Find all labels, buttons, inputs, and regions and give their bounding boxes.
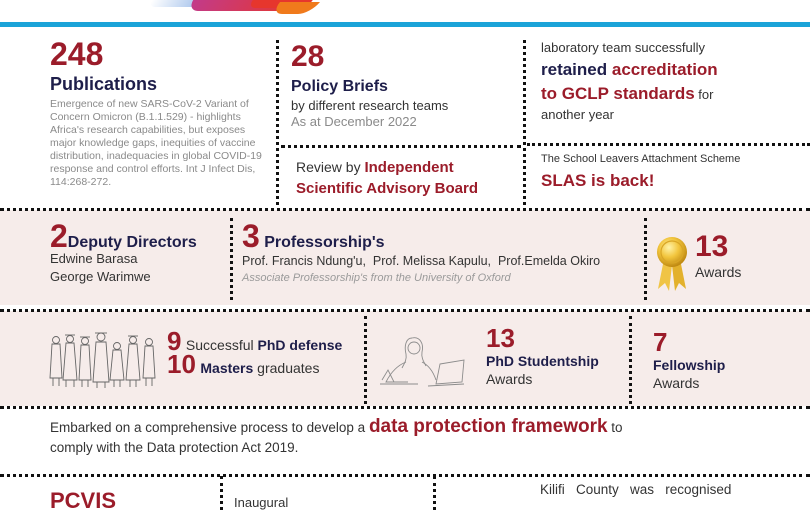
policy-briefs-count: 28	[291, 40, 325, 73]
accreditation-headline: retained accreditation to GCLP standards…	[541, 58, 801, 107]
divider-h-policy	[281, 145, 521, 148]
accreditation-line-end: another year	[541, 107, 614, 122]
graduates-block: 9 Successful PhD defense 10 Masters grad…	[167, 328, 367, 378]
slas-headline: SLAS is back!	[541, 171, 655, 190]
awards-count: 13	[695, 230, 729, 263]
divider-v4	[644, 218, 647, 300]
fellowship-label: Awards	[653, 375, 700, 391]
divider-v6	[629, 316, 632, 404]
divider-v1	[276, 40, 279, 205]
data-protection-line2: comply with the Data protection Act 2019…	[50, 440, 299, 455]
publications-description: Emergence of new SARS-CoV-2 Variant of C…	[50, 98, 262, 188]
divider-v5	[364, 316, 367, 404]
accreditation-gclp: to GCLP standards	[541, 84, 695, 103]
brush-stroke-orange	[269, 2, 321, 14]
review-block: Review by Independent Scientific Advisor…	[296, 157, 521, 199]
professorships-note: Associate Professorship's from the Unive…	[242, 272, 511, 284]
phd-studentship-label: Awards	[486, 371, 533, 387]
fellowship-title: Fellowship	[653, 357, 726, 373]
review-prefix: Review by	[296, 159, 365, 175]
slas-block: The School Leavers Attachment Scheme SLA…	[541, 153, 801, 191]
header-rule	[0, 22, 810, 27]
fellowship-block: 7 Fellowship Awards	[653, 329, 793, 391]
pcvis-title: PCVIS	[50, 488, 117, 510]
deputy-director-name-1: Edwine Barasa	[50, 251, 138, 266]
divider-h-row2	[0, 208, 810, 211]
data-protection-suffix: to	[607, 420, 623, 435]
divider-h-slas	[527, 143, 810, 146]
awards-block: 13 Awards	[695, 230, 742, 281]
publications-count: 248	[50, 36, 104, 72]
phd-defense-count: 9	[167, 326, 182, 356]
masters-suffix: graduates	[253, 360, 320, 376]
publications-title: Publications	[50, 74, 158, 94]
review-highlight: Independent Scientific Advisory Board	[296, 159, 478, 197]
divider-h-row3	[0, 309, 810, 312]
professorships-title: Professorship's	[264, 234, 385, 251]
band-education	[0, 311, 810, 406]
deputy-directors-block: 2Deputy Directors Edwine Barasa George W…	[50, 220, 230, 284]
professorships-heading: 3 Professorship's	[242, 220, 637, 252]
masters-count: 10	[167, 349, 196, 379]
divider-v2	[523, 40, 526, 205]
phd-defense-prefix: Successful	[185, 337, 258, 353]
divider-v8	[433, 476, 436, 510]
accreditation-block: laboratory team successfully retained ac…	[541, 40, 801, 122]
policy-briefs-date: As at December 2022	[291, 114, 417, 129]
awards-ribbon-icon	[654, 235, 690, 293]
masters-line: 10 Masters graduates	[167, 351, 367, 378]
phd-studentship-count: 13	[486, 323, 515, 353]
professorships-names: Prof. Francis Ndung'u, Prof. Melissa Kap…	[242, 254, 601, 268]
phd-studentship-title: PhD Studentship	[486, 353, 599, 369]
phd-defense-line: 9 Successful PhD defense	[167, 328, 367, 355]
fellowship-count: 7	[653, 327, 668, 357]
professorships-block: 3 Professorship's Prof. Francis Ndung'u,…	[242, 220, 637, 284]
accreditation-word: accreditation	[611, 60, 718, 79]
accreditation-for: for	[694, 87, 714, 102]
header-brush-banner	[0, 0, 810, 22]
data-protection-line1: Embarked on a comprehensive process to d…	[50, 416, 790, 438]
data-protection-block: Embarked on a comprehensive process to d…	[50, 416, 790, 455]
inaugural-text: Inaugural	[234, 495, 289, 510]
data-protection-highlight: data protection framework	[368, 416, 608, 437]
policy-briefs-block: 28 Policy Briefs by different research t…	[291, 40, 521, 130]
kilifi-text: Kilifi County was recognised	[540, 482, 732, 497]
deputy-directors-title: Deputy Directors	[67, 234, 197, 251]
divider-h-row4	[0, 406, 810, 409]
phd-defense-bold: PhD defense	[257, 337, 343, 353]
professorships-count: 3	[242, 218, 260, 254]
graduates-illustration	[48, 332, 163, 392]
student-laptop-illustration	[378, 330, 470, 392]
policy-briefs-subtitle: by different research teams	[291, 98, 449, 113]
masters-bold: Masters	[200, 360, 254, 376]
divider-v3	[230, 218, 233, 300]
deputy-directors-heading: 2Deputy Directors	[50, 220, 230, 252]
slas-subtitle: The School Leavers Attachment Scheme	[541, 153, 741, 165]
data-protection-prefix: Embarked on a comprehensive process to d…	[50, 420, 369, 435]
deputy-directors-count: 2	[50, 218, 68, 254]
accreditation-line1: laboratory team successfully	[541, 40, 706, 55]
publications-block: 248 Publications Emergence of new SARS-C…	[50, 38, 272, 189]
divider-v7	[220, 476, 223, 510]
deputy-director-name-2: George Warimwe	[50, 269, 151, 284]
policy-briefs-title: Policy Briefs	[291, 78, 388, 95]
accreditation-retained: retained	[541, 60, 608, 79]
awards-label: Awards	[695, 264, 742, 280]
divider-h-row5	[0, 474, 810, 477]
phd-studentship-block: 13 PhD Studentship Awards	[486, 325, 626, 387]
